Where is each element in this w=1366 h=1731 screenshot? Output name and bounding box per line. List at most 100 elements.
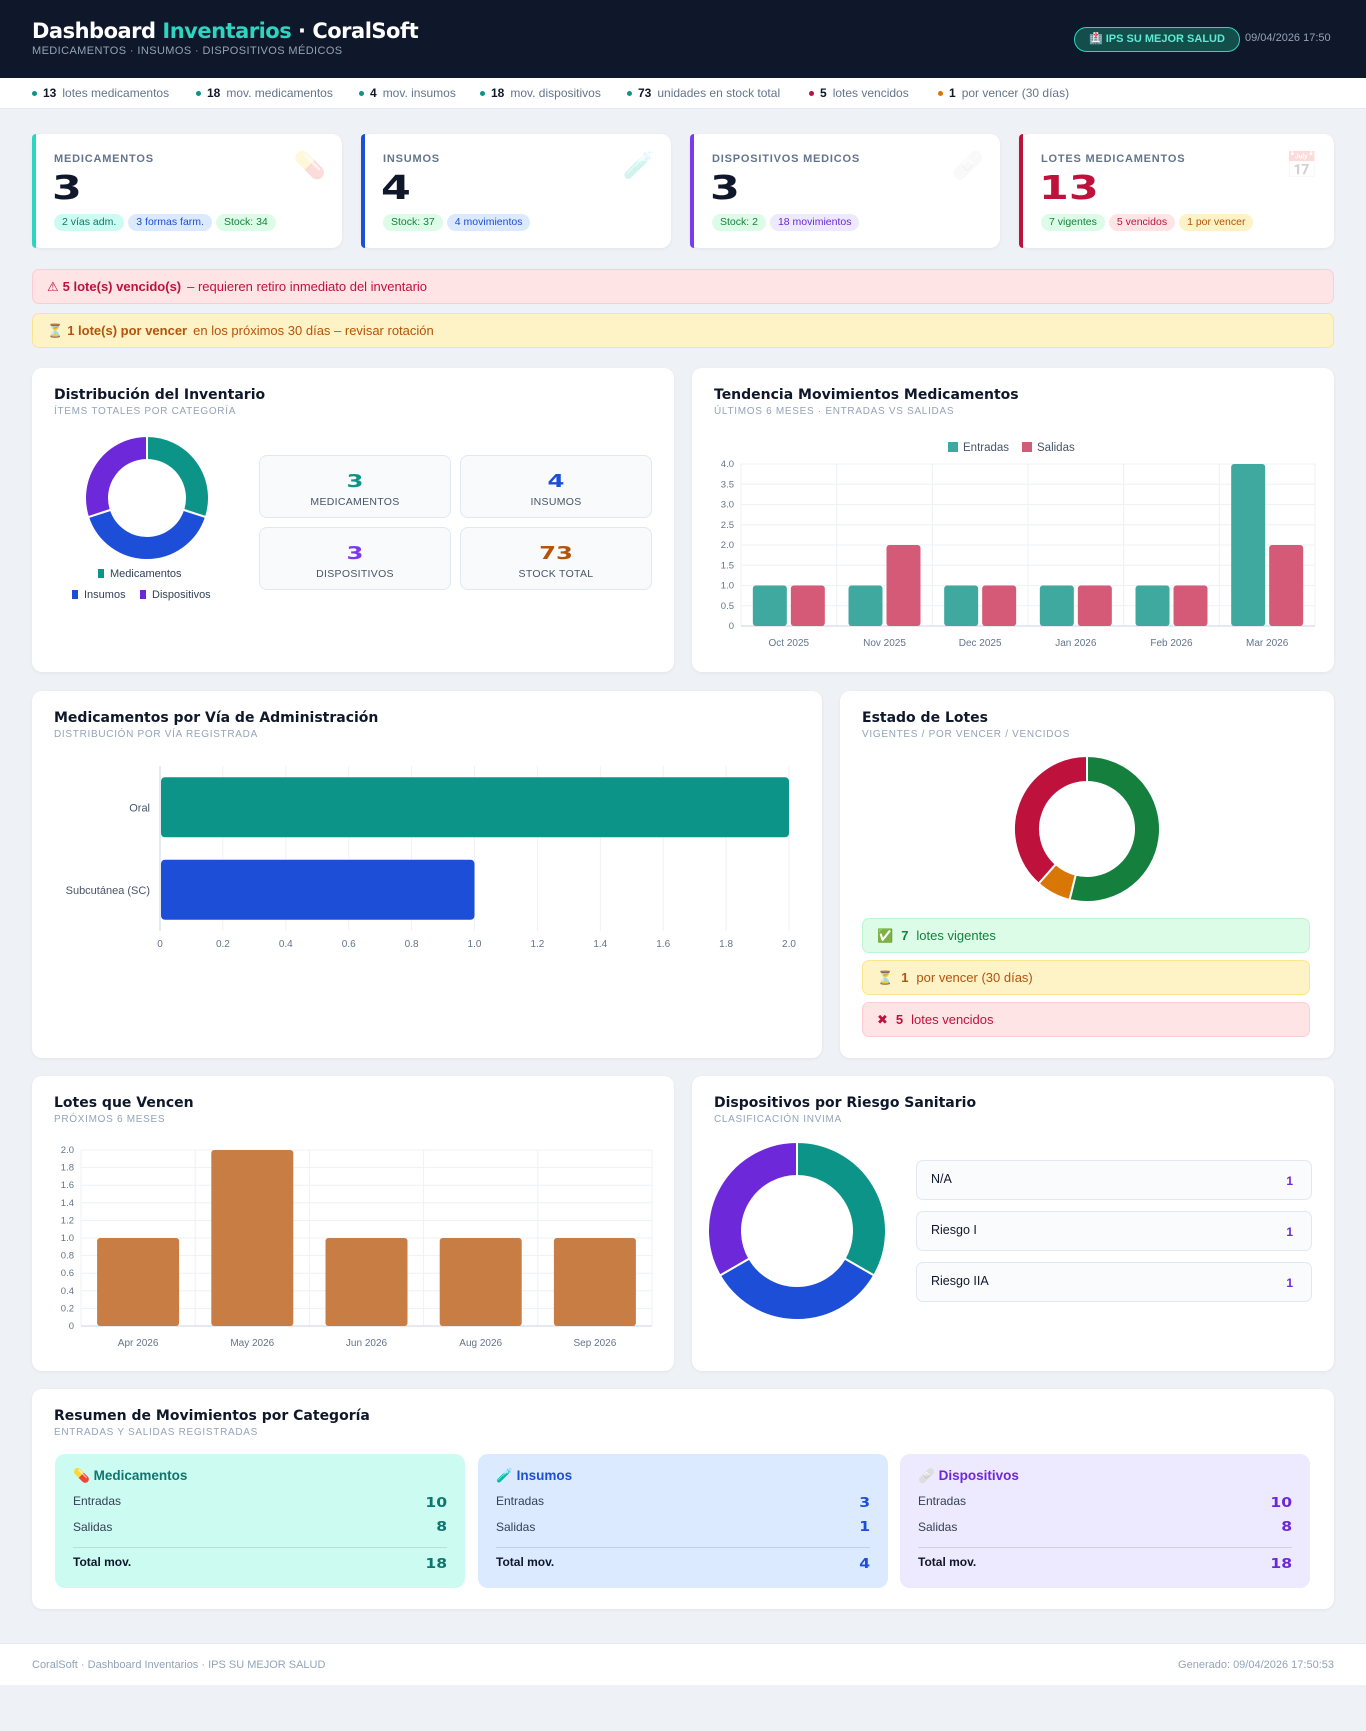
x-tick-label: 0.8 bbox=[405, 939, 419, 950]
trend-bar-chart: 0 0.5 1.0 1.5 2.0 2.5 3.0 3.5 4.0 Oct 2025 Nov 202… bbox=[721, 442, 1316, 649]
bar-may-2026 bbox=[211, 1150, 294, 1326]
state-vencidos[interactable]: ✖ 5 lotes vencidos bbox=[862, 1002, 1310, 1037]
donut-slice-riesgo-iia bbox=[707, 1141, 798, 1277]
kpi-label: LOTES MEDICAMENTOS bbox=[1041, 153, 1186, 165]
section-subtitle: CLASIFICACIÓN INVIMA bbox=[714, 1114, 842, 1125]
risk-row-riesgo-i[interactable]: Riesgo I 1 bbox=[916, 1211, 1312, 1251]
kpi-card-medicamentos[interactable]: MEDICAMENTOS 3 💊 2 vías adm. 3 formas far… bbox=[32, 134, 342, 248]
footer-generated: Generado: 09/04/2026 17:50:53 bbox=[1178, 1659, 1334, 1671]
bar-oral bbox=[161, 777, 789, 838]
x-tick-label: 0.2 bbox=[216, 939, 230, 950]
kpi-card-insumos[interactable]: INSUMOS 4 🧪 Stock: 37 4 movimientos bbox=[361, 134, 671, 248]
bar-salidas-dec-2025 bbox=[982, 585, 1017, 626]
kpi-value: 3 bbox=[52, 168, 82, 207]
legend-swatch-entradas bbox=[948, 442, 958, 452]
stat-dot bbox=[196, 91, 201, 97]
section-title: Tendencia Movimientos Medicamentos bbox=[714, 387, 1019, 403]
tile-insumos[interactable]: 4 INSUMOS bbox=[460, 455, 652, 518]
tile-stock-total[interactable]: 73 STOCK TOTAL bbox=[460, 527, 652, 590]
y-tick-label: 0 bbox=[729, 621, 734, 632]
x-tick-label: Feb 2026 bbox=[1150, 638, 1193, 649]
risk-row-na[interactable]: N/A 1 bbox=[916, 1160, 1312, 1200]
kpi-accent-bar bbox=[690, 134, 694, 248]
legend-label: Dispositivos bbox=[152, 589, 211, 601]
alert-expiring-lots[interactable]: ⏳ 1 lote(s) por vencer en los próximos 30 … bbox=[32, 313, 1334, 348]
x-tick-label: Nov 2025 bbox=[863, 638, 906, 649]
bar-entradas-dec-2025 bbox=[944, 585, 979, 626]
x-tick-label: 1.0 bbox=[468, 939, 482, 950]
tile-dispositivos[interactable]: 3 DISPOSITIVOS bbox=[259, 527, 451, 590]
distribution-donut-chart bbox=[84, 434, 210, 561]
stat-value: 18 bbox=[207, 86, 221, 100]
bar-salidas-jan-2026 bbox=[1077, 585, 1112, 626]
state-label: lotes vigentes bbox=[916, 928, 996, 943]
state-value: 1 bbox=[901, 970, 909, 985]
x-tick-label: Jun 2026 bbox=[346, 1338, 388, 1349]
entradas-value: 10 bbox=[425, 1496, 447, 1511]
calendar-icon: 📅 bbox=[1285, 150, 1318, 180]
tile-label: INSUMOS bbox=[530, 496, 582, 508]
stat-value: 18 bbox=[491, 86, 505, 100]
kpi-card-lotes[interactable]: LOTES MEDICAMENTOS 13 📅 7 vigentes 5 venc… bbox=[1019, 134, 1334, 248]
kpi-card-dispositivos[interactable]: DISPOSITIVOS MEDICOS 3 🩹 Stock: 2 18 movi… bbox=[690, 134, 1000, 248]
page-title: Dashboard Inventarios · CoralSoft bbox=[32, 19, 419, 43]
header-datetime: 09/04/2026 17:50 bbox=[1245, 32, 1331, 44]
lot-state-panel: Estado de Lotes VIGENTES / POR VENCER / … bbox=[840, 691, 1334, 1058]
expiring-lots-panel: Lotes que Vencen PRÓXIMOS 6 MESES 0 0.2 0.… bbox=[32, 1076, 674, 1371]
entradas-label: Entradas bbox=[918, 1494, 967, 1508]
page-footer: CoralSoft · Dashboard Inventarios · IPS … bbox=[0, 1643, 1366, 1685]
donut-slice-riesgo-i bbox=[718, 1257, 876, 1321]
alert-expired-lots[interactable]: ⚠ 5 lote(s) vencido(s) – requieren retiro … bbox=[32, 269, 1334, 304]
stat-value: 5 bbox=[820, 86, 827, 100]
total-value: 4 bbox=[859, 1557, 870, 1572]
organization-badge[interactable]: 🏥 IPS SU MEJOR SALUD bbox=[1074, 27, 1240, 52]
y-tick-label: 1.5 bbox=[721, 560, 734, 571]
tile-value: 4 bbox=[547, 471, 565, 492]
stat-label: unidades en stock total bbox=[657, 86, 781, 100]
divider bbox=[918, 1547, 1292, 1548]
movements-card-insumos[interactable]: 🧪 Insumos Entradas 3 Salidas 1 Total mov… bbox=[478, 1454, 888, 1588]
section-subtitle: ENTRADAS Y SALIDAS REGISTRADAS bbox=[54, 1427, 259, 1438]
salidas-label: Salidas bbox=[496, 1520, 536, 1534]
y-tick-label: 0.6 bbox=[61, 1268, 74, 1279]
x-tick-label: 1.4 bbox=[593, 939, 607, 950]
pill-formas: 3 formas farm. bbox=[128, 214, 212, 231]
y-tick-label: 1.0 bbox=[61, 1233, 74, 1244]
y-tick-label: 1.8 bbox=[61, 1163, 74, 1174]
stat-label: mov. insumos bbox=[382, 86, 456, 100]
card-title-text: Dispositivos bbox=[938, 1468, 1019, 1483]
state-vigentes[interactable]: ✅ 7 lotes vigentes bbox=[862, 918, 1310, 953]
routes-panel: Medicamentos por Vía de Administración D… bbox=[32, 691, 822, 1058]
stat-value: 4 bbox=[370, 86, 377, 100]
section-title: Distribución del Inventario bbox=[54, 387, 266, 403]
kpi-label: INSUMOS bbox=[383, 153, 440, 165]
y-tick-label: 2.5 bbox=[721, 520, 734, 531]
state-por-vencer[interactable]: ⏳ 1 por vencer (30 días) bbox=[862, 960, 1310, 995]
tile-value: 3 bbox=[346, 471, 364, 492]
total-label: Total mov. bbox=[918, 1555, 977, 1569]
title-main: Dashboard bbox=[32, 19, 163, 43]
risk-panel: Dispositivos por Riesgo Sanitario CLASIF… bbox=[692, 1076, 1334, 1371]
stat-mov-insumos: 4 mov. insumos bbox=[359, 78, 456, 109]
entradas-label: Entradas bbox=[496, 1494, 545, 1508]
tile-medicamentos[interactable]: 3 MEDICAMENTOS bbox=[259, 455, 451, 518]
pill-stock: Stock: 37 bbox=[383, 214, 443, 231]
risk-row-riesgo-iia[interactable]: Riesgo IIA 1 bbox=[916, 1262, 1312, 1302]
y-tick-label: 0.5 bbox=[721, 601, 734, 612]
bar-entradas-nov-2025 bbox=[848, 585, 883, 626]
movements-card-dispositivos[interactable]: 🩹 Dispositivos Entradas 10 Salidas 8 Tot… bbox=[900, 1454, 1310, 1588]
x-tick-label: 0.6 bbox=[342, 939, 356, 950]
distribution-panel: Distribución del Inventario ÍTEMS TOTALE… bbox=[32, 368, 674, 672]
trend-panel: Tendencia Movimientos Medicamentos ÚLTIM… bbox=[692, 368, 1334, 672]
donut-slice-vencidos bbox=[1013, 754, 1088, 886]
check-icon: ✅ bbox=[877, 928, 894, 943]
risk-label: Riesgo I bbox=[931, 1223, 977, 1237]
kpi-pills: Stock: 37 4 movimientos bbox=[383, 212, 534, 231]
stat-dot bbox=[480, 91, 485, 97]
pill-vencidos: 5 vencidos bbox=[1108, 214, 1176, 231]
salidas-label: Salidas bbox=[73, 1520, 113, 1534]
donut-slice-n-a bbox=[796, 1141, 887, 1277]
x-tick-label: 1.2 bbox=[530, 939, 544, 950]
bandage-icon: 🩹 bbox=[918, 1468, 935, 1483]
movements-card-medicamentos[interactable]: 💊 Medicamentos Entradas 10 Salidas 8 Tot… bbox=[55, 1454, 465, 1588]
